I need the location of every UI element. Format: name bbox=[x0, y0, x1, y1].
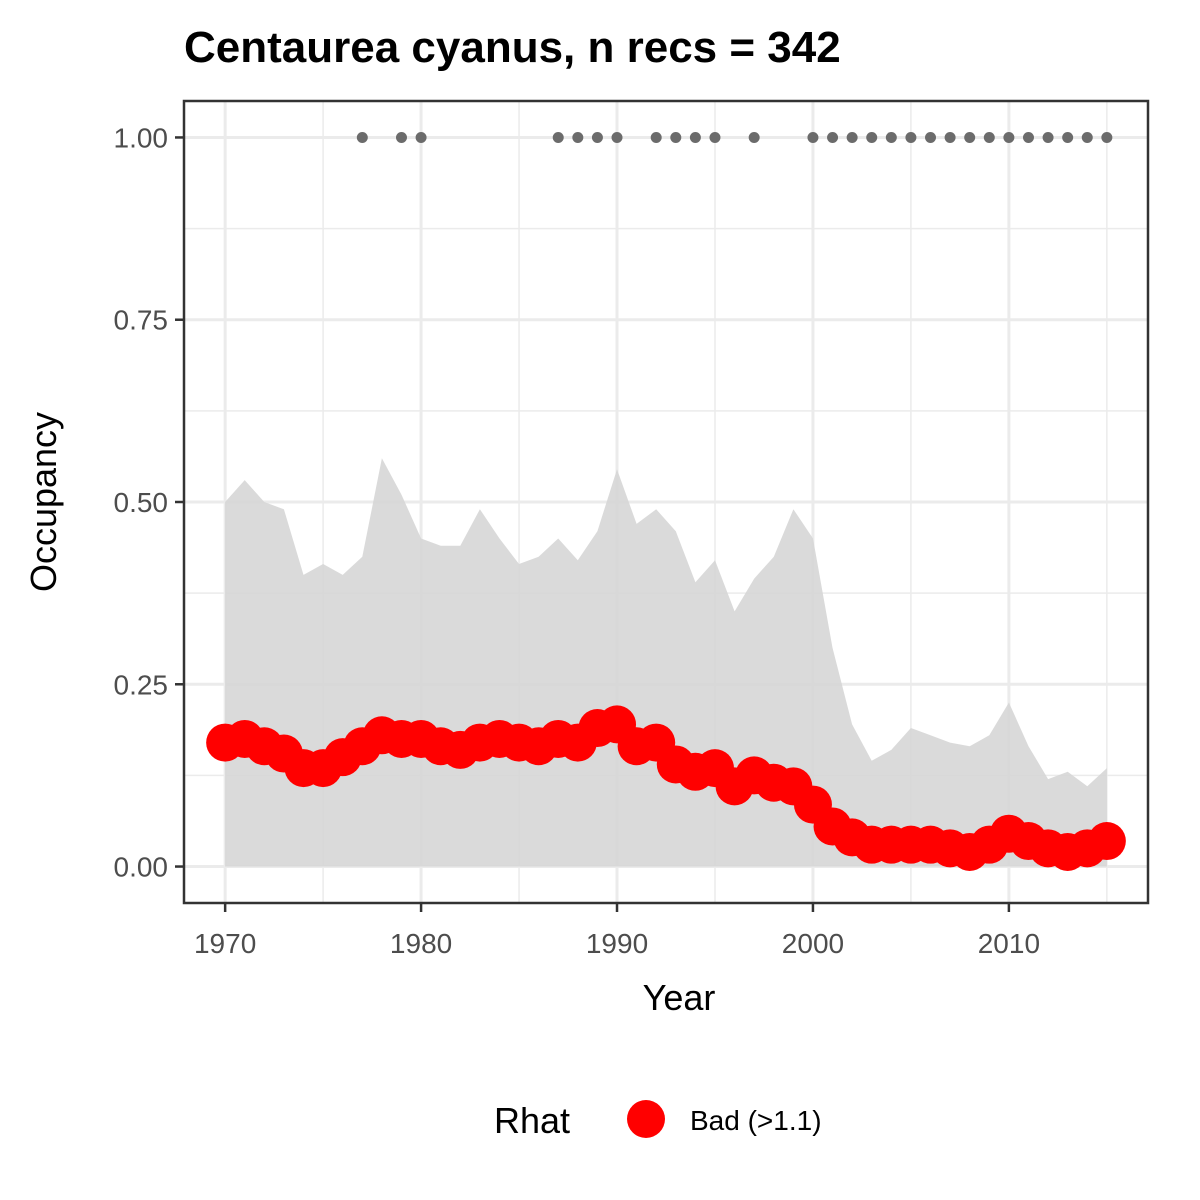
x-axis: 1970 1980 1990 2000 2010 bbox=[194, 903, 1040, 959]
record-point bbox=[591, 131, 603, 143]
x-tick-label: 1990 bbox=[586, 928, 648, 959]
record-point bbox=[748, 131, 760, 143]
record-point bbox=[885, 131, 897, 143]
record-point bbox=[395, 131, 407, 143]
record-point bbox=[807, 131, 819, 143]
y-axis-title: Occupancy bbox=[23, 412, 64, 592]
credible-interval-layer bbox=[225, 458, 1107, 867]
x-axis-title: Year bbox=[643, 977, 716, 1018]
record-point bbox=[1042, 131, 1054, 143]
x-tick-label: 1970 bbox=[194, 928, 256, 959]
record-point bbox=[415, 131, 427, 143]
mean-occupancy-point bbox=[1087, 822, 1126, 861]
credible-interval-ribbon bbox=[225, 458, 1107, 867]
record-point bbox=[827, 131, 839, 143]
record-point bbox=[552, 131, 564, 143]
y-tick-label: 0.75 bbox=[114, 305, 169, 336]
y-axis: 0.00 0.25 0.50 0.75 1.00 bbox=[114, 122, 184, 883]
y-tick-label: 0.25 bbox=[114, 669, 169, 700]
y-tick-label: 1.00 bbox=[114, 122, 169, 153]
legend-title: Rhat bbox=[494, 1100, 570, 1141]
record-point bbox=[689, 131, 701, 143]
record-point bbox=[1081, 131, 1093, 143]
legend-key-point bbox=[627, 1100, 665, 1138]
record-point bbox=[709, 131, 721, 143]
record-point bbox=[1062, 131, 1074, 143]
record-point bbox=[846, 131, 858, 143]
record-point bbox=[650, 131, 662, 143]
x-tick-label: 2010 bbox=[978, 928, 1040, 959]
record-point bbox=[964, 131, 976, 143]
y-tick-label: 0.00 bbox=[114, 852, 169, 883]
record-point bbox=[1101, 131, 1113, 143]
record-point bbox=[1022, 131, 1034, 143]
record-point bbox=[572, 131, 584, 143]
mean-points-layer bbox=[206, 705, 1126, 871]
record-point bbox=[866, 131, 878, 143]
record-point bbox=[905, 131, 917, 143]
chart-title: Centaurea cyanus, n recs = 342 bbox=[184, 23, 841, 72]
legend: Rhat Bad (>1.1) bbox=[494, 1100, 822, 1141]
x-tick-label: 2000 bbox=[782, 928, 844, 959]
y-tick-label: 0.50 bbox=[114, 487, 169, 518]
x-tick-label: 1980 bbox=[390, 928, 452, 959]
record-point bbox=[670, 131, 682, 143]
record-points-layer bbox=[356, 131, 1113, 143]
legend-label: Bad (>1.1) bbox=[690, 1105, 822, 1136]
record-point bbox=[925, 131, 937, 143]
record-point bbox=[1003, 131, 1015, 143]
record-point bbox=[944, 131, 956, 143]
record-point bbox=[356, 131, 368, 143]
record-point bbox=[611, 131, 623, 143]
record-point bbox=[983, 131, 995, 143]
